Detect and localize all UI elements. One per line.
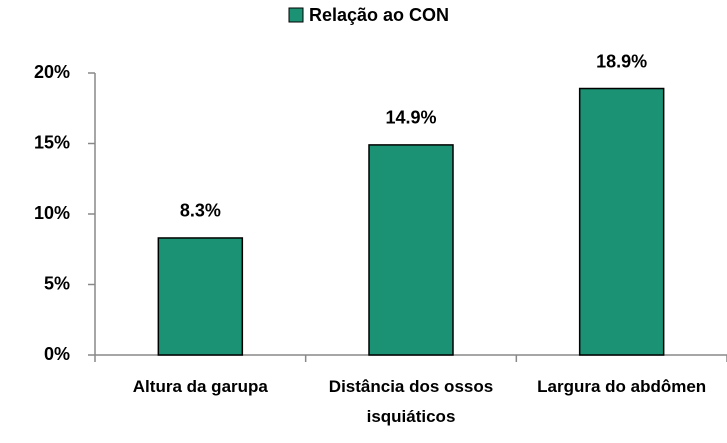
- y-tick-label: 20%: [34, 62, 70, 82]
- x-tick-label: Altura da garupa: [132, 377, 268, 396]
- bar: [578, 87, 665, 356]
- legend-swatch: [288, 7, 304, 23]
- value-label: 8.3%: [180, 201, 221, 221]
- bar: [368, 144, 454, 356]
- value-label: 18.9%: [596, 51, 647, 71]
- y-tick-label: 5%: [44, 273, 70, 293]
- x-tick-label: Largura do abdômen: [537, 377, 707, 396]
- y-tick-label: 10%: [34, 203, 70, 223]
- bar: [157, 237, 244, 356]
- y-tick-label: 15%: [34, 132, 70, 152]
- value-label: 14.9%: [385, 108, 436, 128]
- y-tick-label: 0%: [44, 344, 70, 364]
- x-tick-label: Distância dos ossos isquiáticos: [328, 377, 494, 426]
- legend-label: Relação ao CON: [309, 5, 449, 25]
